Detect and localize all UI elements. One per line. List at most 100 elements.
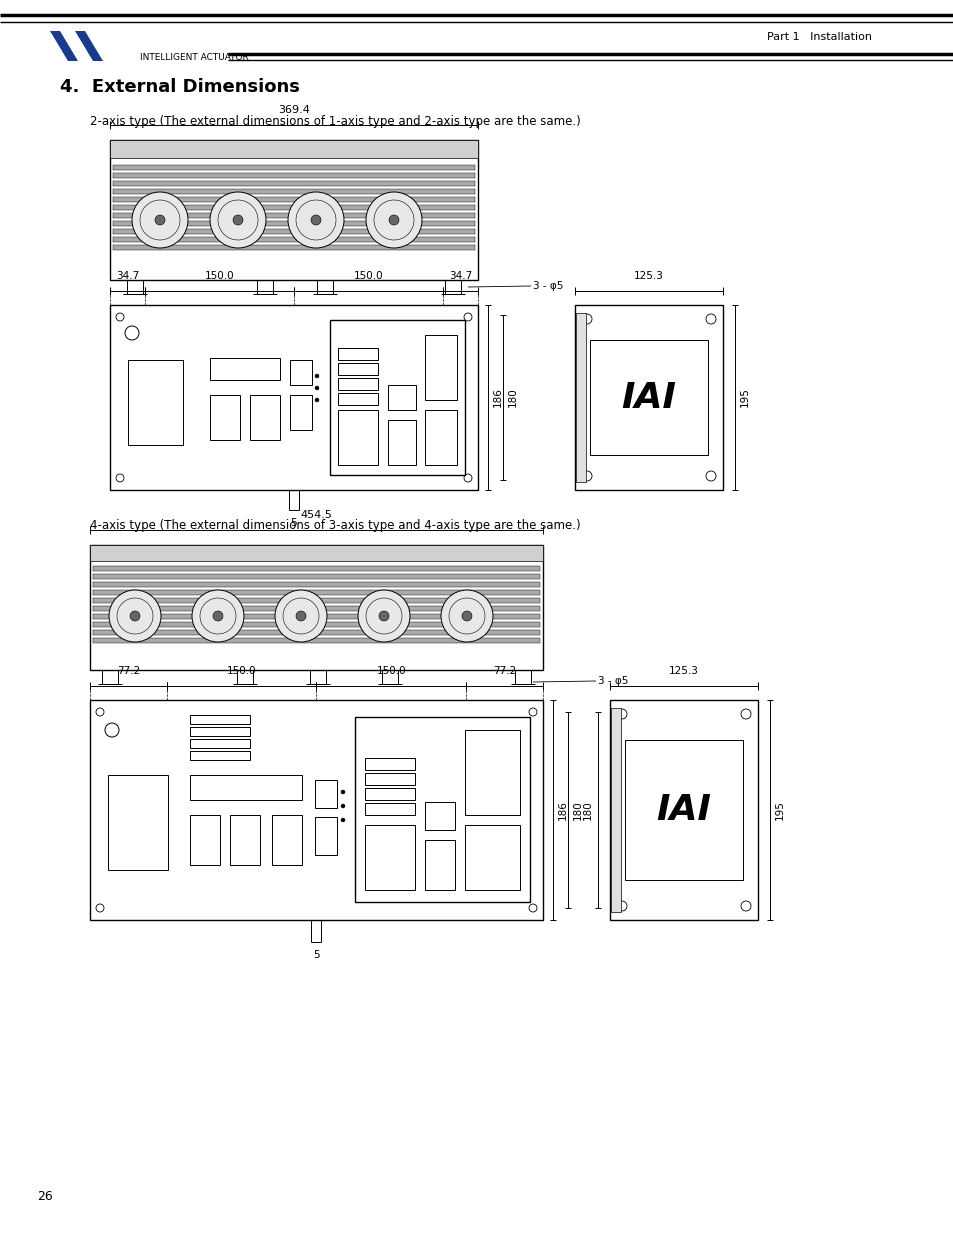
- Bar: [92, 638, 539, 643]
- Circle shape: [132, 191, 188, 248]
- Bar: [381, 671, 397, 684]
- Text: 180: 180: [507, 388, 517, 408]
- Circle shape: [340, 790, 345, 794]
- Bar: [337, 410, 377, 466]
- Bar: [90, 545, 542, 671]
- Text: 34.7: 34.7: [449, 270, 472, 282]
- Bar: [190, 815, 220, 864]
- Bar: [365, 773, 415, 785]
- Text: 150.0: 150.0: [204, 270, 233, 282]
- Bar: [365, 758, 415, 769]
- Bar: [250, 395, 280, 440]
- Bar: [112, 205, 475, 210]
- Text: 77.2: 77.2: [493, 666, 516, 676]
- Bar: [128, 359, 183, 445]
- Bar: [112, 237, 475, 242]
- Bar: [190, 751, 250, 760]
- Text: 125.3: 125.3: [668, 666, 699, 676]
- Bar: [92, 566, 539, 571]
- Bar: [464, 730, 519, 815]
- Polygon shape: [75, 31, 103, 61]
- Bar: [515, 671, 531, 684]
- Polygon shape: [50, 31, 78, 61]
- Bar: [365, 788, 415, 800]
- Text: IAI: IAI: [656, 793, 711, 827]
- Circle shape: [213, 611, 223, 621]
- Circle shape: [288, 191, 344, 248]
- Circle shape: [340, 818, 345, 823]
- Bar: [92, 614, 539, 619]
- Bar: [272, 815, 302, 864]
- Circle shape: [357, 590, 410, 642]
- Bar: [424, 335, 456, 400]
- Text: 369.4: 369.4: [277, 105, 310, 115]
- Bar: [610, 708, 620, 911]
- Bar: [337, 393, 377, 405]
- Bar: [112, 221, 475, 226]
- Bar: [190, 715, 250, 724]
- Bar: [127, 280, 143, 294]
- Circle shape: [192, 590, 244, 642]
- Bar: [365, 825, 415, 890]
- Bar: [190, 776, 302, 800]
- Bar: [190, 727, 250, 736]
- Bar: [388, 420, 416, 466]
- Bar: [90, 545, 542, 561]
- Circle shape: [233, 215, 243, 225]
- Circle shape: [314, 398, 318, 403]
- Bar: [575, 305, 722, 490]
- Bar: [236, 671, 253, 684]
- Text: 186: 186: [493, 388, 502, 408]
- Text: 454.5: 454.5: [300, 510, 332, 520]
- Bar: [92, 622, 539, 627]
- Bar: [337, 348, 377, 359]
- Bar: [110, 140, 477, 158]
- Text: 150.0: 150.0: [227, 666, 256, 676]
- Circle shape: [366, 191, 421, 248]
- Bar: [92, 582, 539, 587]
- Text: 5: 5: [313, 950, 319, 960]
- Bar: [112, 165, 475, 170]
- Bar: [90, 700, 542, 920]
- Circle shape: [340, 804, 345, 808]
- Bar: [92, 606, 539, 611]
- Bar: [424, 410, 456, 466]
- Bar: [102, 671, 118, 684]
- Bar: [92, 630, 539, 635]
- Bar: [290, 395, 312, 430]
- Bar: [92, 590, 539, 595]
- Text: 195: 195: [774, 800, 784, 820]
- Bar: [190, 739, 250, 748]
- Bar: [464, 825, 519, 890]
- Circle shape: [109, 590, 161, 642]
- Text: 3 - φ5: 3 - φ5: [533, 282, 563, 291]
- Bar: [210, 395, 240, 440]
- Bar: [365, 803, 415, 815]
- Bar: [112, 228, 475, 233]
- Text: 150.0: 150.0: [376, 666, 406, 676]
- Bar: [316, 280, 333, 294]
- Bar: [330, 320, 464, 475]
- Circle shape: [461, 611, 472, 621]
- Bar: [210, 358, 280, 380]
- Bar: [256, 280, 273, 294]
- Text: 150.0: 150.0: [354, 270, 383, 282]
- Circle shape: [311, 215, 320, 225]
- Bar: [576, 312, 585, 482]
- Bar: [112, 212, 475, 219]
- Circle shape: [295, 611, 306, 621]
- Text: 4-axis type (The external dimensions of 3-axis type and 4-axis type are the same: 4-axis type (The external dimensions of …: [90, 519, 580, 531]
- Bar: [92, 598, 539, 603]
- Text: 195: 195: [740, 388, 749, 408]
- Text: 5: 5: [291, 517, 297, 529]
- Bar: [110, 140, 477, 280]
- Text: 4.  External Dimensions: 4. External Dimensions: [60, 78, 299, 96]
- Text: 77.2: 77.2: [116, 666, 140, 676]
- Bar: [624, 740, 742, 881]
- Circle shape: [130, 611, 140, 621]
- Text: IAI: IAI: [620, 380, 676, 415]
- Bar: [424, 840, 455, 890]
- Bar: [230, 815, 260, 864]
- Circle shape: [314, 374, 318, 378]
- Text: 34.7: 34.7: [115, 270, 139, 282]
